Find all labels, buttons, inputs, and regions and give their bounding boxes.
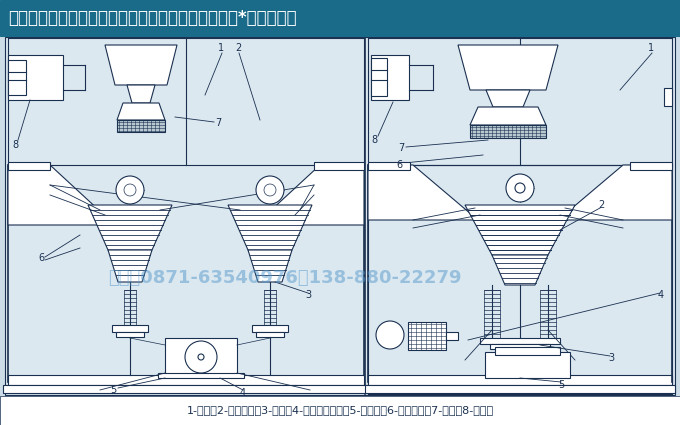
Bar [0, 396, 680, 425]
Bar [490, 344, 550, 349]
Text: 1: 1 [218, 43, 224, 53]
Polygon shape [255, 165, 364, 225]
Polygon shape [558, 165, 672, 220]
Ellipse shape [264, 184, 276, 196]
Text: 8: 8 [12, 140, 18, 150]
Bar [0, 0, 680, 36]
Bar [371, 58, 387, 96]
Bar [124, 290, 136, 325]
Text: 3: 3 [305, 290, 311, 300]
Bar [3, 385, 369, 393]
Text: 1: 1 [648, 43, 654, 53]
Polygon shape [8, 165, 115, 225]
Polygon shape [248, 250, 292, 282]
Bar [408, 322, 446, 350]
Bar [8, 55, 63, 100]
Polygon shape [105, 45, 177, 85]
Bar [117, 120, 165, 132]
Bar [480, 338, 560, 344]
Text: 2: 2 [235, 43, 241, 53]
Bar [446, 332, 458, 340]
Bar [165, 338, 237, 375]
Ellipse shape [198, 354, 204, 360]
Text: 3: 3 [608, 353, 614, 363]
Ellipse shape [506, 174, 534, 202]
Ellipse shape [376, 321, 404, 349]
Polygon shape [127, 85, 155, 103]
Bar [371, 55, 409, 100]
Text: 4: 4 [658, 290, 664, 300]
Polygon shape [368, 165, 478, 220]
Polygon shape [470, 107, 546, 125]
Bar [470, 125, 546, 138]
Bar [116, 332, 144, 337]
Bar [368, 162, 410, 170]
Bar [256, 332, 284, 337]
Ellipse shape [116, 176, 144, 204]
Text: 5: 5 [110, 385, 116, 395]
Text: 6: 6 [396, 160, 402, 170]
Bar [5, 37, 675, 395]
Polygon shape [465, 205, 575, 255]
Polygon shape [108, 250, 152, 282]
Ellipse shape [124, 184, 136, 196]
Bar [368, 375, 672, 385]
Bar [495, 347, 560, 355]
Bar [485, 352, 570, 378]
Bar [314, 162, 364, 170]
Text: 8: 8 [371, 135, 377, 145]
Bar [8, 162, 50, 170]
Text: 1-槽体；2-橡胶隔膜；3-锥斗；4-电磁调速电机；5-凸轮箱；6-补给水管；7-筛网；8-给矿槽: 1-槽体；2-橡胶隔膜；3-锥斗；4-电磁调速电机；5-凸轮箱；6-补给水管；7… [186, 405, 494, 415]
Polygon shape [88, 205, 172, 250]
Bar [365, 385, 675, 393]
Text: 7: 7 [398, 143, 404, 153]
Bar [112, 325, 148, 332]
Polygon shape [117, 103, 165, 120]
Bar [158, 373, 244, 378]
Bar [664, 88, 672, 106]
Bar [540, 290, 556, 340]
Text: 4: 4 [240, 388, 246, 398]
Text: 5: 5 [558, 380, 564, 390]
Text: 6: 6 [38, 253, 44, 263]
Text: 2: 2 [598, 200, 605, 210]
Bar [264, 290, 276, 325]
Text: 7: 7 [215, 118, 221, 128]
Polygon shape [458, 45, 558, 90]
Ellipse shape [515, 183, 525, 193]
Bar [8, 60, 26, 95]
Polygon shape [486, 90, 530, 107]
Text: 云南昆明矿机厂系列锯齿波跳汰机内部结构示意图（*仅供参考）: 云南昆明矿机厂系列锯齿波跳汰机内部结构示意图（*仅供参考） [8, 9, 296, 27]
Bar [630, 162, 672, 170]
Text: 详询：0871-63540976，138-880-22279: 详询：0871-63540976，138-880-22279 [108, 269, 462, 287]
Ellipse shape [185, 341, 217, 373]
Polygon shape [228, 205, 312, 250]
Bar [484, 290, 500, 340]
Bar [8, 375, 364, 385]
Polygon shape [492, 255, 548, 285]
Bar [252, 325, 288, 332]
Ellipse shape [256, 176, 284, 204]
